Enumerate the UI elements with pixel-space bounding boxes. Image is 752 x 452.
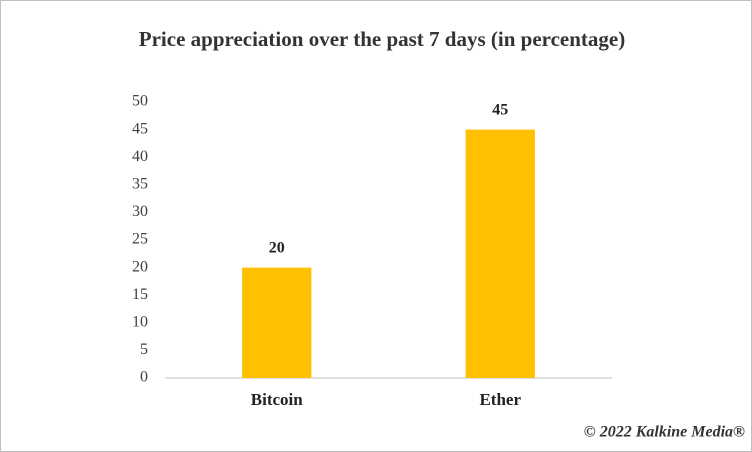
data-label: 45: [492, 101, 508, 118]
y-tick-label: 10: [132, 313, 148, 330]
y-tick-label: 15: [132, 286, 148, 303]
y-tick-label: 40: [132, 148, 148, 165]
watermark: © 2022 Kalkine Media®: [584, 424, 745, 441]
y-tick-label: 50: [132, 93, 148, 110]
data-label: 20: [269, 239, 285, 256]
y-tick-label: 45: [132, 120, 148, 137]
chart-title: Price appreciation over the past 7 days …: [139, 27, 625, 51]
y-tick-label: 30: [132, 203, 148, 220]
bar: [242, 267, 312, 378]
x-tick-label: Ether: [479, 390, 521, 409]
y-tick-label: 25: [132, 231, 148, 248]
x-tick-label: Bitcoin: [251, 390, 303, 409]
y-tick-label: 35: [132, 175, 148, 192]
y-tick-label: 0: [140, 369, 148, 386]
bar: [465, 129, 535, 378]
y-tick-label: 5: [140, 341, 148, 358]
y-tick-label: 20: [132, 258, 148, 275]
